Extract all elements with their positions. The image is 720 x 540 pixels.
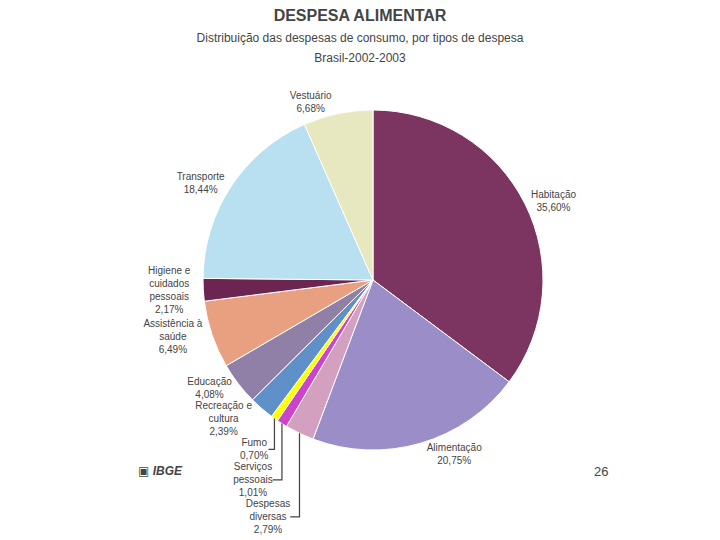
- svg-text:DESPESA ALIMENTARDistribuição: DESPESA ALIMENTARDistribuição das despes…: [197, 7, 524, 66]
- svg-text:Assistência àsaúde6,49%: Assistência àsaúde6,49%: [143, 318, 202, 355]
- svg-text:Fumo0,70%: Fumo0,70%: [240, 437, 268, 461]
- svg-text:Vestuário6,68%: Vestuário6,68%: [290, 90, 332, 114]
- svg-text:▣ IBGE: ▣ IBGE: [138, 464, 183, 478]
- svg-text:Higiene ecuidadospessoais2,17%: Higiene ecuidadospessoais2,17%: [148, 265, 191, 315]
- svg-text:Transporte18,44%: Transporte18,44%: [177, 171, 225, 195]
- svg-text:Educação4,08%: Educação4,08%: [187, 376, 232, 400]
- svg-text:26: 26: [594, 464, 608, 479]
- svg-text:Alimentação20,75%: Alimentação20,75%: [427, 442, 482, 466]
- svg-text:Recreação ecultura2,39%: Recreação ecultura2,39%: [195, 400, 252, 437]
- svg-text:Serviçospessoais1,01%: Serviçospessoais1,01%: [233, 461, 272, 498]
- svg-text:Despesasdiversas2,79%: Despesasdiversas2,79%: [246, 498, 290, 535]
- svg-text:Habitação35,60%: Habitação35,60%: [531, 189, 576, 213]
